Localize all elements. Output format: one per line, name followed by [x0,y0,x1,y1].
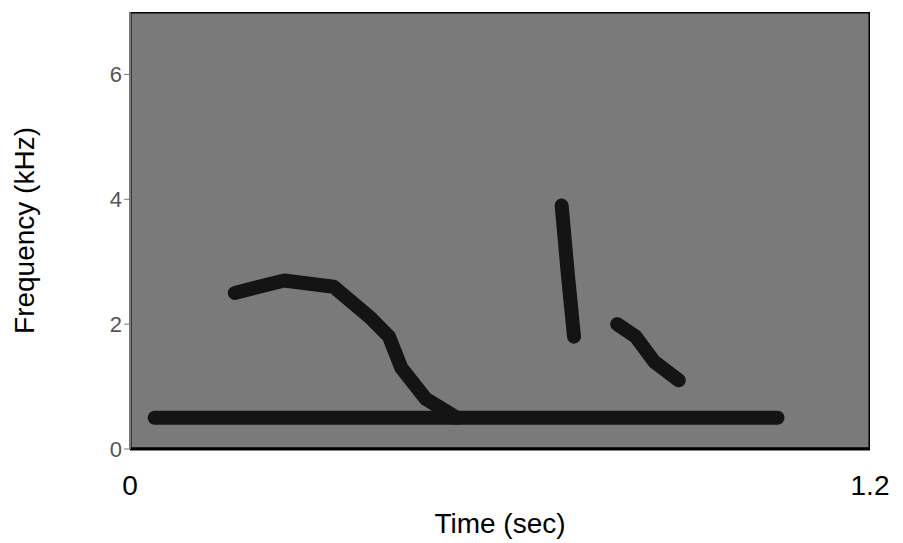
svg-text:1.2: 1.2 [851,470,890,501]
svg-text:0: 0 [122,470,138,501]
svg-text:0: 0 [110,437,122,462]
svg-text:6: 6 [110,62,122,87]
svg-text:4: 4 [110,187,122,212]
svg-text:Time (sec): Time (sec) [434,508,565,539]
svg-text:Frequency (kHz): Frequency (kHz) [9,127,40,334]
svg-text:2: 2 [110,312,122,337]
